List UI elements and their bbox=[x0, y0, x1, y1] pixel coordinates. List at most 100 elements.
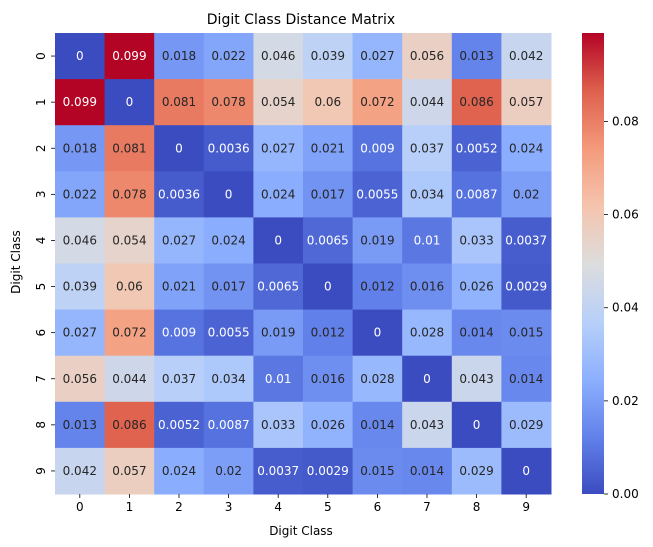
cell-value-label: 0.019 bbox=[360, 233, 394, 247]
cell-value-label: 0.009 bbox=[162, 326, 196, 340]
cell-value-label: 0.0087 bbox=[456, 187, 498, 201]
cell-value-label: 0.072 bbox=[112, 326, 146, 340]
heatmap-cell bbox=[451, 309, 502, 357]
heatmap-cell bbox=[402, 309, 453, 357]
y-axis-ticks: 0 1 2 3 4 5 6 7 8 9 bbox=[34, 52, 55, 475]
cell-value-label: 0 bbox=[126, 95, 134, 109]
cell-value-label: 0.015 bbox=[360, 464, 394, 478]
cell-value-label: 0.044 bbox=[410, 95, 444, 109]
y-tick-label: 7 bbox=[34, 375, 48, 383]
heatmap-cell bbox=[501, 309, 552, 357]
heatmap-cell bbox=[203, 217, 254, 264]
y-tick-label: 3 bbox=[34, 191, 48, 199]
x-tick-label: 7 bbox=[423, 500, 431, 514]
cell-value-label: 0.012 bbox=[311, 326, 345, 340]
heatmap-cell bbox=[154, 33, 205, 80]
colorbar-tick-label: 0.08 bbox=[612, 114, 639, 128]
heatmap-cell bbox=[203, 263, 254, 311]
heatmap-cell bbox=[154, 263, 205, 311]
y-tick-label: 4 bbox=[34, 237, 48, 245]
heatmap-cell bbox=[501, 217, 552, 264]
heatmap-cell bbox=[303, 125, 354, 172]
cell-value-label: 0.026 bbox=[311, 418, 345, 432]
heatmap-cell bbox=[402, 263, 453, 311]
cell-value-label: 0.0052 bbox=[456, 141, 498, 155]
y-tick-label: 9 bbox=[34, 467, 48, 475]
cell-value-label: 0.086 bbox=[459, 95, 493, 109]
heatmap-cell bbox=[501, 401, 552, 449]
cell-value-label: 0.081 bbox=[112, 141, 146, 155]
cell-value-label: 0.024 bbox=[509, 141, 543, 155]
heatmap-cell bbox=[402, 125, 453, 172]
y-axis-label: Digit Class bbox=[9, 230, 23, 294]
cell-value-label: 0.033 bbox=[261, 418, 295, 432]
cell-value-label: 0.014 bbox=[459, 326, 493, 340]
cell-value-label: 0 bbox=[175, 141, 183, 155]
colorbar-tick-label: 0.02 bbox=[612, 394, 639, 408]
cell-value-label: 0.02 bbox=[513, 187, 540, 201]
heatmap-cell bbox=[451, 33, 502, 80]
cell-value-label: 0.021 bbox=[162, 280, 196, 294]
cell-value-label: 0.039 bbox=[63, 280, 97, 294]
cell-value-label: 0.06 bbox=[116, 280, 143, 294]
heatmap-cell bbox=[203, 309, 254, 357]
cell-value-label: 0.043 bbox=[459, 372, 493, 386]
heatmap-cell bbox=[303, 171, 354, 218]
heatmap-cell bbox=[303, 263, 354, 311]
x-tick-label: 1 bbox=[126, 500, 134, 514]
colorbar-tick-label: 0.00 bbox=[612, 487, 639, 501]
heatmap-cell bbox=[303, 33, 354, 80]
cell-value-label: 0.021 bbox=[311, 141, 345, 155]
heatmap-cell bbox=[303, 447, 354, 495]
cell-value-label: 0.027 bbox=[162, 233, 196, 247]
cell-value-label: 0.072 bbox=[360, 95, 394, 109]
heatmap-cell bbox=[402, 217, 453, 264]
heatmap-cell bbox=[154, 447, 205, 495]
cell-value-label: 0 bbox=[423, 372, 431, 386]
heatmap-cell bbox=[104, 355, 155, 403]
heatmap-cell bbox=[303, 309, 354, 357]
cell-value-label: 0.0052 bbox=[158, 418, 200, 432]
cell-value-label: 0.016 bbox=[410, 280, 444, 294]
x-tick-label: 3 bbox=[225, 500, 233, 514]
cell-value-label: 0.0029 bbox=[307, 464, 349, 478]
heatmap-cell bbox=[203, 79, 254, 126]
cell-value-label: 0.056 bbox=[410, 49, 444, 63]
cell-value-label: 0.016 bbox=[311, 372, 345, 386]
cell-value-label: 0.024 bbox=[261, 187, 295, 201]
heatmap-cell bbox=[303, 79, 354, 126]
x-axis-ticks: 0 1 2 3 4 5 6 7 8 9 bbox=[76, 494, 530, 514]
cell-value-label: 0.0029 bbox=[505, 280, 547, 294]
heatmap-cell bbox=[203, 355, 254, 403]
heatmap-cell bbox=[55, 401, 106, 449]
cell-value-label: 0.078 bbox=[211, 95, 245, 109]
heatmap-cell bbox=[55, 125, 106, 172]
heatmap-cell bbox=[501, 355, 552, 403]
heatmap-cell bbox=[253, 217, 304, 264]
cell-value-label: 0.024 bbox=[211, 233, 245, 247]
cell-value-label: 0.017 bbox=[211, 280, 245, 294]
x-axis-label: Digit Class bbox=[269, 524, 333, 538]
cell-value-label: 0.042 bbox=[63, 464, 97, 478]
cell-value-label: 0.0036 bbox=[208, 141, 250, 155]
heatmap-cell bbox=[501, 171, 552, 218]
cell-value-label: 0.057 bbox=[509, 95, 543, 109]
heatmap-cell bbox=[501, 79, 552, 126]
heatmap-cell bbox=[154, 401, 205, 449]
cell-value-label: 0.054 bbox=[261, 95, 295, 109]
heatmap-cell bbox=[402, 33, 453, 80]
cell-value-label: 0.013 bbox=[63, 418, 97, 432]
heatmap-cell bbox=[352, 171, 403, 218]
cell-value-label: 0.009 bbox=[360, 141, 394, 155]
cell-value-label: 0.086 bbox=[112, 418, 146, 432]
cell-value-label: 0.046 bbox=[63, 233, 97, 247]
y-tick-label: 0 bbox=[34, 52, 48, 60]
heatmap-cell bbox=[303, 217, 354, 264]
heatmap-cell bbox=[501, 125, 552, 172]
cell-value-label: 0 bbox=[274, 233, 282, 247]
heatmap-cell bbox=[55, 79, 106, 126]
heatmap-cell bbox=[55, 263, 106, 311]
heatmap-cell bbox=[154, 125, 205, 172]
x-tick-label: 2 bbox=[175, 500, 183, 514]
